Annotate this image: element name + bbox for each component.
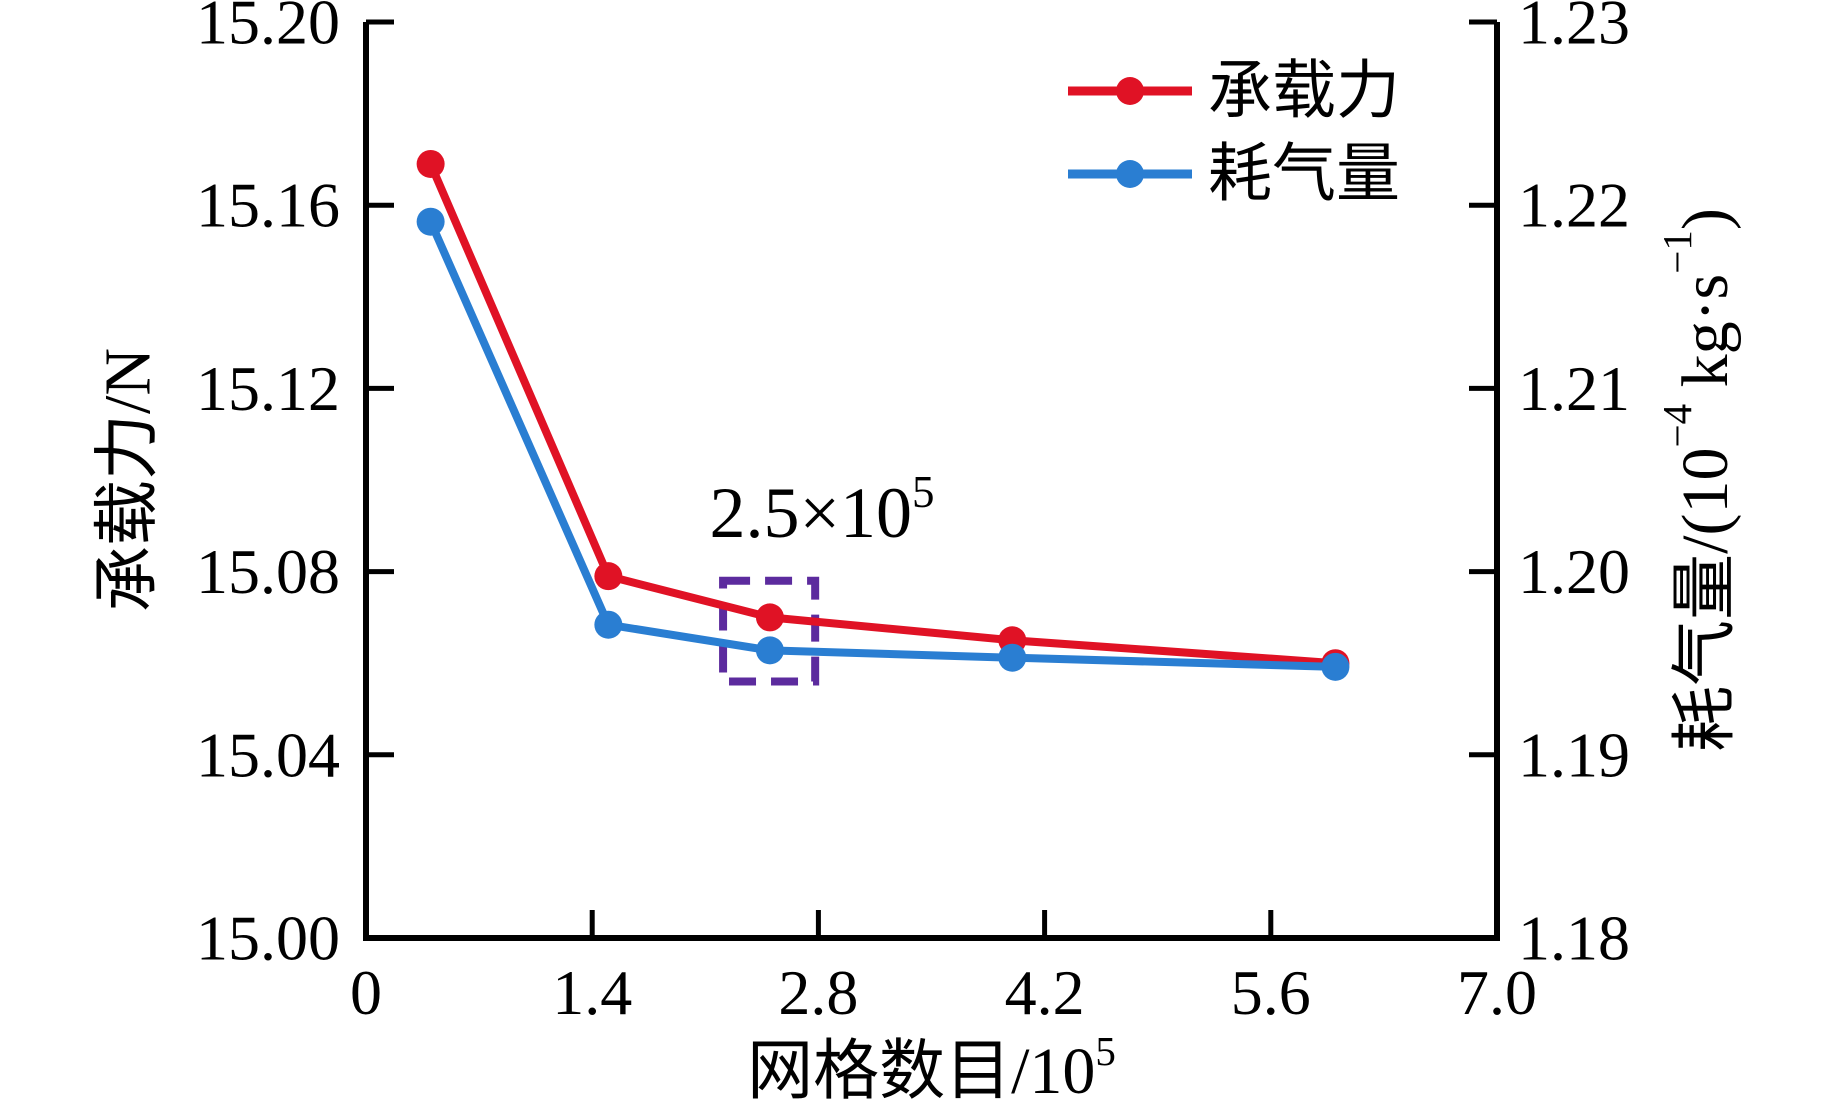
data-point-marker-1 <box>755 636 784 665</box>
axis-label-part: 2.5×10 <box>709 473 912 553</box>
data-point-marker-1 <box>1321 652 1350 681</box>
data-point-marker-1 <box>998 643 1027 672</box>
y-left-tick-label: 15.20 <box>196 0 340 58</box>
data-series-layer <box>416 149 1350 681</box>
annotation-layer: 2.5×105 <box>709 467 935 686</box>
axis-label-part: −4 <box>1654 404 1700 448</box>
axis-label-part: ) <box>1669 208 1742 230</box>
y-right-tick-label: 1.21 <box>1518 353 1630 424</box>
x-axis-title: 网格数目/105 <box>747 1028 1116 1108</box>
y-left-tick-label: 15.12 <box>196 353 340 424</box>
axis-label-part: 5 <box>912 467 935 517</box>
y-left-tick-label: 15.04 <box>196 719 340 790</box>
y-right-tick-label: 1.22 <box>1518 170 1630 241</box>
y-left-tick-label: 15.08 <box>196 536 340 607</box>
data-point-marker-1 <box>594 610 623 639</box>
axis-label-part: 网格数目/10 <box>747 1035 1095 1108</box>
axes-spines <box>363 22 1500 941</box>
axis-label-part: kg·s <box>1669 274 1742 404</box>
series-line-0 <box>426 162 1336 668</box>
y-right-tick-label: 1.20 <box>1518 536 1630 607</box>
x-tick-label: 4.2 <box>1005 957 1085 1028</box>
highlight-dashed-box <box>719 576 820 686</box>
axis-label-part: −1 <box>1654 230 1700 274</box>
y-left-tick-label: 15.00 <box>196 903 340 974</box>
data-point-marker-0 <box>416 149 445 178</box>
data-point-marker-1 <box>416 207 445 236</box>
x-tick-label: 2.8 <box>778 957 858 1028</box>
legend-label-1: 耗气量 <box>1208 139 1400 210</box>
axes-spine-path <box>363 22 1500 941</box>
x-tick-label: 7.0 <box>1457 957 1537 1028</box>
legend-marker-0 <box>1116 77 1144 105</box>
series-line-1 <box>426 220 1336 671</box>
axis-label-part: 耗气量/(10 <box>1669 448 1742 752</box>
y-left-axis-title: 承载力/N <box>92 348 165 612</box>
legend-label-0: 承载力 <box>1208 56 1400 127</box>
x-tick-label: 1.4 <box>552 957 632 1028</box>
y-right-tick-label: 1.19 <box>1518 719 1630 790</box>
x-tick-label: 0 <box>350 957 382 1028</box>
axis-label-part: 5 <box>1095 1028 1116 1074</box>
y-right-tick-label: 1.18 <box>1518 903 1630 974</box>
data-point-marker-0 <box>594 562 623 591</box>
y-right-axis-title: 耗气量/(10−4 kg·s−1) <box>1654 208 1742 752</box>
y-right-tick-label: 1.23 <box>1518 0 1630 58</box>
data-point-marker-0 <box>755 603 784 632</box>
mesh-count-annotation: 2.5×105 <box>709 467 934 553</box>
axis-tick-labels: 0 1.4 2.8 4.2 5.6 7.0 15.00 15.04 15.08 15.12 15.1… <box>196 0 1630 1028</box>
x-tick-label: 5.6 <box>1231 957 1311 1028</box>
y-left-tick-label: 15.16 <box>196 170 340 241</box>
legend-marker-1 <box>1116 160 1144 188</box>
axis-ticks <box>363 19 1500 941</box>
